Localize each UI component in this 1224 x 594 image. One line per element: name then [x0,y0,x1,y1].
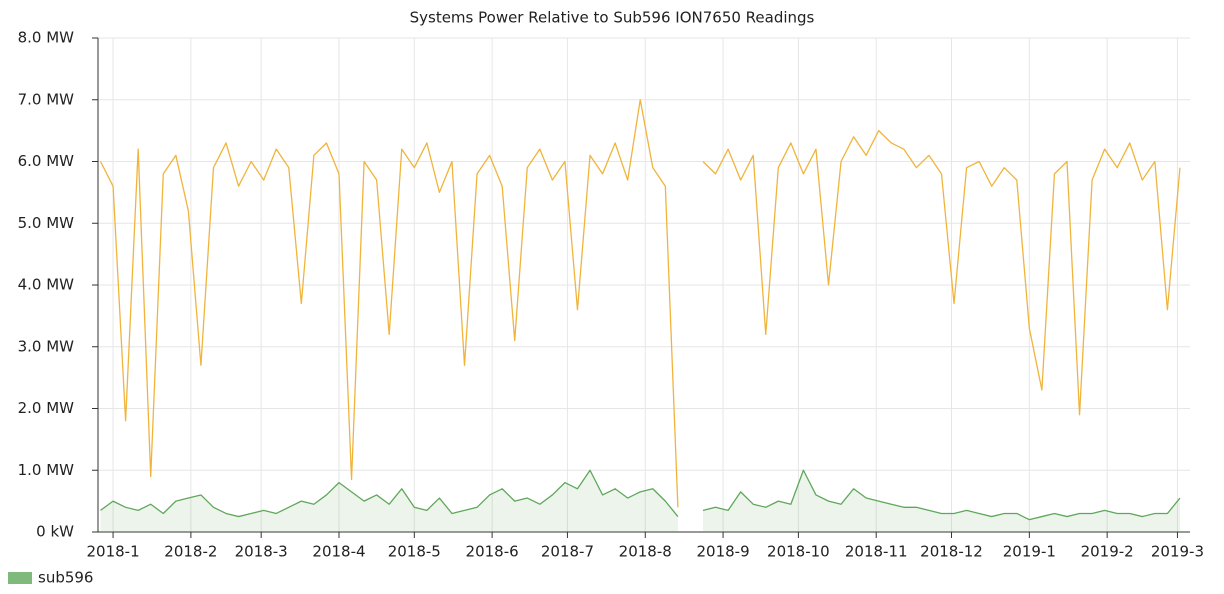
x-tick-label: 2019-2 [1081,543,1134,561]
x-tick-label: 2018-5 [388,543,441,561]
y-tick-label: 6.0 MW [18,152,75,170]
x-tick-label: 2018-9 [697,543,750,561]
x-tick-label: 2018-8 [619,543,672,561]
y-tick-label: 2.0 MW [18,399,75,417]
y-tick-label: 0 kW [36,523,74,541]
x-tick-label: 2018-4 [312,543,365,561]
y-tick-label: 1.0 MW [18,461,75,479]
series-line [100,469,1181,521]
x-tick-label: 2018-7 [541,543,594,561]
x-tick-label: 2018-12 [920,543,983,561]
y-tick-label: 3.0 MW [18,337,75,355]
y-tick-label: 8.0 MW [18,29,75,47]
series-area [100,470,1180,532]
y-tick-label: 5.0 MW [18,214,75,232]
chart-title: Systems Power Relative to Sub596 ION7650… [410,9,815,27]
legend-label: sub596 [38,569,93,587]
x-tick-label: 2018-2 [164,543,217,561]
legend-swatch [8,572,32,584]
x-tick-label: 2018-6 [466,543,519,561]
y-tick-label: 4.0 MW [18,276,75,294]
x-tick-label: 2018-11 [845,543,908,561]
x-tick-label: 2019-3 [1151,543,1204,561]
x-tick-label: 2018-3 [235,543,288,561]
x-tick-label: 2019-1 [1003,543,1056,561]
series-line [99,99,1181,508]
x-tick-label: 2018-1 [86,543,139,561]
x-tick-label: 2018-10 [767,543,830,561]
y-tick-label: 7.0 MW [18,90,75,108]
